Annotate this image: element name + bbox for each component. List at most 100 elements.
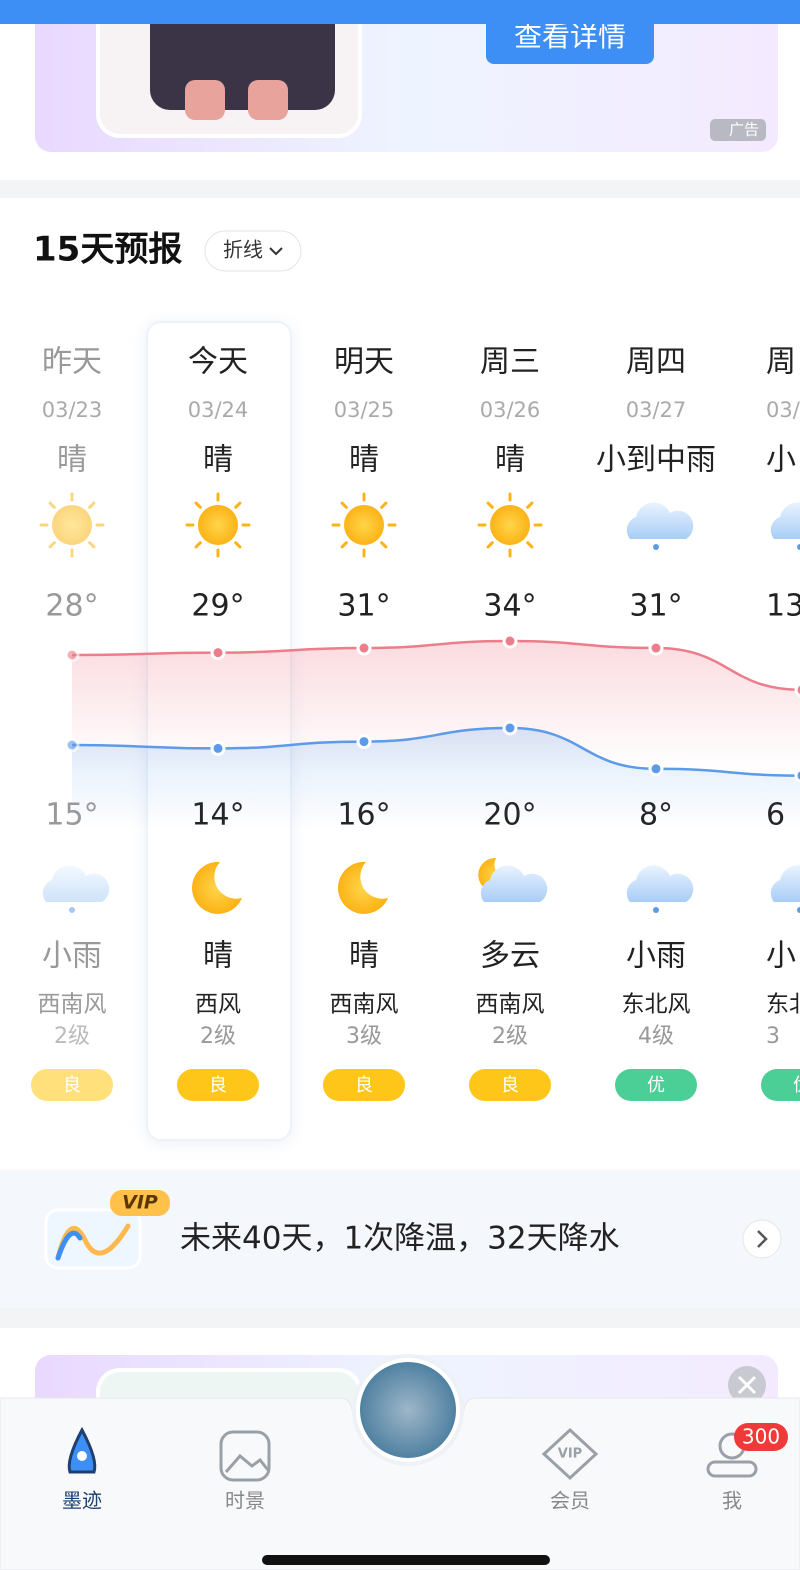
aqi-text: 优	[647, 1075, 665, 1096]
nav-icon-rocket	[77, 1451, 87, 1461]
vip-badge-text: VIP	[122, 1192, 158, 1214]
cloud	[770, 502, 800, 539]
weather-icon	[477, 492, 543, 558]
nav-icon-photo	[224, 1453, 270, 1473]
high-point	[502, 633, 518, 649]
low-point	[648, 761, 664, 777]
nav-badge	[734, 1423, 788, 1451]
nav-label[interactable]: 墨迹	[62, 1489, 102, 1513]
cloud	[480, 865, 548, 902]
cloud	[626, 502, 694, 539]
sun	[344, 505, 384, 545]
sun	[52, 505, 92, 545]
chevron-right	[757, 1230, 768, 1248]
wind: 东北	[766, 992, 800, 1018]
weather-night: 多云	[480, 939, 540, 974]
wind: 西风	[195, 992, 241, 1018]
high-temp: 28°	[45, 589, 98, 624]
divider	[0, 1308, 800, 1328]
nav-badge-text: 300	[742, 1425, 780, 1449]
date: 03/23	[42, 398, 103, 422]
raindrop	[797, 907, 800, 913]
wind: 西南风	[38, 992, 107, 1018]
high-temp: 29°	[191, 589, 244, 624]
date: 03/24	[188, 398, 249, 422]
sun-ray	[48, 541, 56, 549]
high-temp: 34°	[483, 589, 536, 624]
vip-arrow[interactable]	[742, 1219, 782, 1259]
ad-tag	[710, 119, 766, 141]
day-name: 明天	[334, 345, 394, 380]
moon	[338, 861, 388, 914]
section-title: 15天预报	[33, 230, 182, 270]
high-temp: 13	[766, 589, 800, 624]
raindrop	[797, 544, 800, 550]
high-point	[794, 682, 800, 698]
high-point	[210, 645, 226, 661]
weather-day: 晴	[57, 443, 87, 478]
cloud	[770, 865, 800, 902]
divider	[0, 180, 800, 198]
sun-ray	[88, 541, 96, 549]
high-point	[648, 640, 664, 656]
wind-level: 2级	[200, 1024, 236, 1049]
raindrop	[653, 544, 659, 550]
nav-label[interactable]: 时景	[225, 1489, 265, 1513]
date: 03/26	[480, 398, 541, 422]
aqi-text: 良	[209, 1075, 227, 1096]
weather-icon	[338, 861, 388, 914]
aqi-pill	[469, 1069, 551, 1101]
aqi-pill	[761, 1069, 800, 1101]
moon	[192, 861, 242, 914]
wind: 西南风	[476, 992, 545, 1018]
weather-night: 晴	[203, 939, 233, 974]
ad-figure	[248, 80, 288, 120]
weather-icon	[331, 492, 397, 558]
nav-items: 墨迹 时景 会员 我	[62, 1489, 742, 1513]
sun-ray	[234, 541, 242, 549]
weather-icon	[478, 857, 548, 902]
sun-ray	[194, 541, 202, 549]
wind-level: 2级	[54, 1024, 90, 1049]
raindrop	[69, 907, 75, 913]
chevron-down	[269, 247, 283, 256]
day-name: 周	[766, 345, 796, 380]
mode-text: 折线	[223, 238, 263, 262]
mode-toggle[interactable]	[204, 230, 302, 272]
aqi-pill	[615, 1069, 697, 1101]
sun-ray	[526, 501, 534, 509]
weather-icon	[626, 502, 694, 550]
weather-night: 小雨	[42, 939, 102, 974]
sun	[198, 505, 238, 545]
day-name: 周三	[480, 345, 540, 380]
aqi-text: 良	[501, 1075, 519, 1096]
day-name: 今天	[188, 345, 248, 380]
date: 03/	[766, 398, 800, 422]
aqi-pill	[31, 1069, 113, 1101]
nav-label[interactable]: 会员	[550, 1489, 590, 1513]
weather-icon	[185, 492, 251, 558]
ad-tag-text: 广告	[729, 121, 759, 139]
nav-label[interactable]: 我	[722, 1489, 742, 1513]
day-name: 昨天	[42, 345, 102, 380]
cloud	[626, 865, 694, 902]
sun-ray	[340, 501, 348, 509]
weather-day: 小	[766, 443, 796, 478]
vip-text: 未来40天，1次降温，32天降水	[180, 1221, 620, 1257]
low-line	[71, 726, 800, 777]
nav-center-avatar[interactable]	[356, 1358, 460, 1462]
sun-ray	[340, 541, 348, 549]
sun	[490, 505, 530, 545]
sun-ray	[194, 501, 202, 509]
date: 03/25	[334, 398, 395, 422]
low-point	[64, 737, 80, 753]
aqi-text: 良	[355, 1075, 373, 1096]
weather-night: 小雨	[626, 939, 686, 974]
vip-icon-curve	[55, 1230, 83, 1261]
sun-ray	[486, 541, 494, 549]
vip-badge	[110, 1190, 170, 1216]
aqi-pill	[177, 1069, 259, 1101]
high-temp: 31°	[337, 589, 390, 624]
vip-icon	[44, 1208, 142, 1270]
high-point	[356, 640, 372, 656]
